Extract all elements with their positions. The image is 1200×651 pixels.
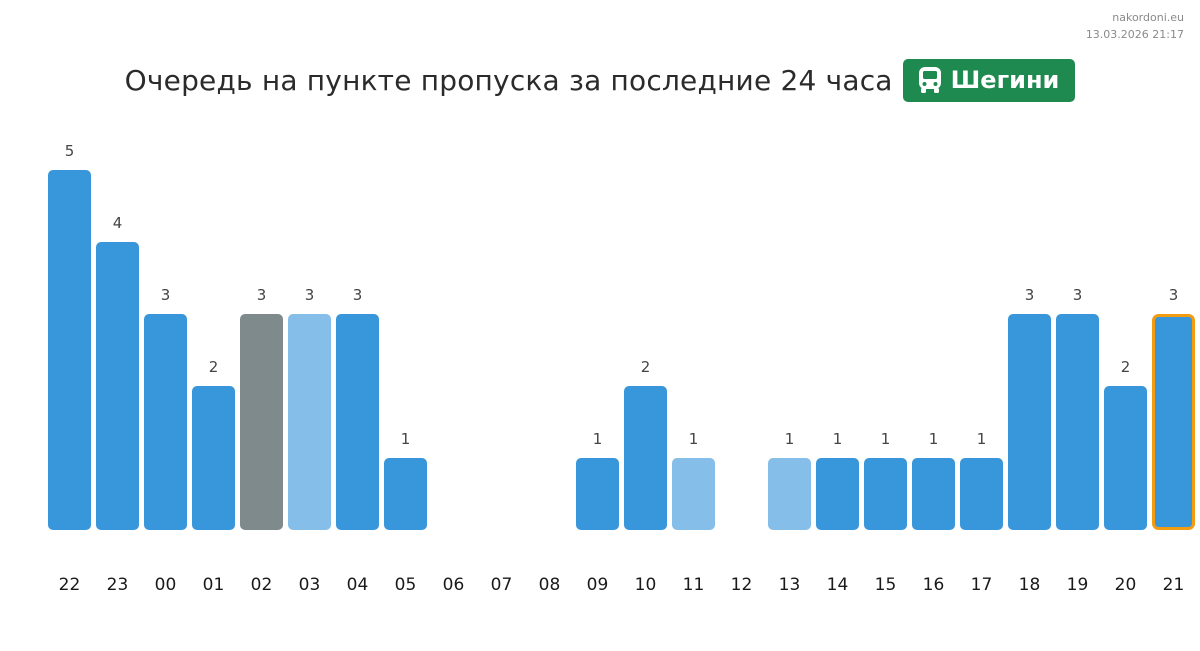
x-tick-13: 13 [779, 575, 801, 595]
data-label-23: 4 [113, 214, 123, 232]
bar-09 [576, 458, 619, 530]
x-tick-02: 02 [251, 575, 273, 595]
x-tick-14: 14 [827, 575, 849, 595]
x-tick-23: 23 [107, 575, 129, 595]
bar-04 [336, 314, 379, 530]
data-label-09: 1 [593, 430, 603, 448]
x-tick-03: 03 [299, 575, 321, 595]
x-tick-20: 20 [1115, 575, 1137, 595]
x-tick-18: 18 [1019, 575, 1041, 595]
x-tick-11: 11 [683, 575, 705, 595]
data-label-05: 1 [401, 430, 411, 448]
bar-15 [864, 458, 907, 530]
data-label-21: 3 [1169, 286, 1179, 304]
bar-02 [240, 314, 283, 530]
data-label-10: 2 [641, 358, 651, 376]
data-label-11: 1 [689, 430, 699, 448]
data-label-16: 1 [929, 430, 939, 448]
x-tick-01: 01 [203, 575, 225, 595]
checkpoint-name: Шегини [950, 66, 1060, 94]
data-label-02: 3 [257, 286, 267, 304]
source-site: nakordoni.eu [1112, 11, 1184, 24]
bar-18 [1008, 314, 1051, 530]
data-label-04: 3 [353, 286, 363, 304]
data-label-17: 1 [977, 430, 987, 448]
x-tick-06: 06 [443, 575, 465, 595]
data-label-19: 3 [1073, 286, 1083, 304]
x-tick-05: 05 [395, 575, 417, 595]
x-tick-09: 09 [587, 575, 609, 595]
watermark: nakordoni.eu 13.03.2026 21:17 [1086, 9, 1184, 43]
bar-11 [672, 458, 715, 530]
data-label-15: 1 [881, 430, 891, 448]
x-tick-22: 22 [59, 575, 81, 595]
source-timestamp: 13.03.2026 21:17 [1085, 28, 1184, 41]
x-tick-21: 21 [1163, 575, 1185, 595]
x-tick-10: 10 [635, 575, 657, 595]
bar-14 [816, 458, 859, 530]
bar-22 [48, 170, 91, 530]
bus-icon [917, 66, 951, 94]
bar-16 [912, 458, 955, 530]
bar-19 [1056, 314, 1099, 530]
x-tick-12: 12 [731, 575, 753, 595]
bar-20 [1104, 386, 1147, 530]
chart-title: Очередь на пункте пропуска за последние … [124, 63, 893, 97]
data-label-01: 2 [209, 358, 219, 376]
x-tick-08: 08 [539, 575, 561, 595]
bar-17 [960, 458, 1003, 530]
data-label-14: 1 [833, 430, 843, 448]
x-tick-17: 17 [971, 575, 993, 595]
data-label-18: 3 [1025, 286, 1035, 304]
checkpoint-badge: Шегини [902, 58, 1076, 102]
chart-header: Очередь на пункте пропуска за последние … [0, 58, 1200, 102]
x-tick-07: 07 [491, 575, 513, 595]
data-label-22: 5 [65, 142, 75, 160]
data-label-00: 3 [161, 286, 171, 304]
x-tick-19: 19 [1067, 575, 1089, 595]
bar-23 [96, 242, 139, 530]
data-label-13: 1 [785, 430, 795, 448]
bar-10 [624, 386, 667, 530]
bar-13 [768, 458, 811, 530]
bar-21 [1152, 314, 1195, 530]
x-tick-00: 00 [155, 575, 177, 595]
bar-01 [192, 386, 235, 530]
x-tick-16: 16 [923, 575, 945, 595]
data-label-03: 3 [305, 286, 315, 304]
x-tick-04: 04 [347, 575, 369, 595]
bar-00 [144, 314, 187, 530]
data-label-20: 2 [1121, 358, 1131, 376]
x-tick-15: 15 [875, 575, 897, 595]
bar-03 [288, 314, 331, 530]
bar-05 [384, 458, 427, 530]
